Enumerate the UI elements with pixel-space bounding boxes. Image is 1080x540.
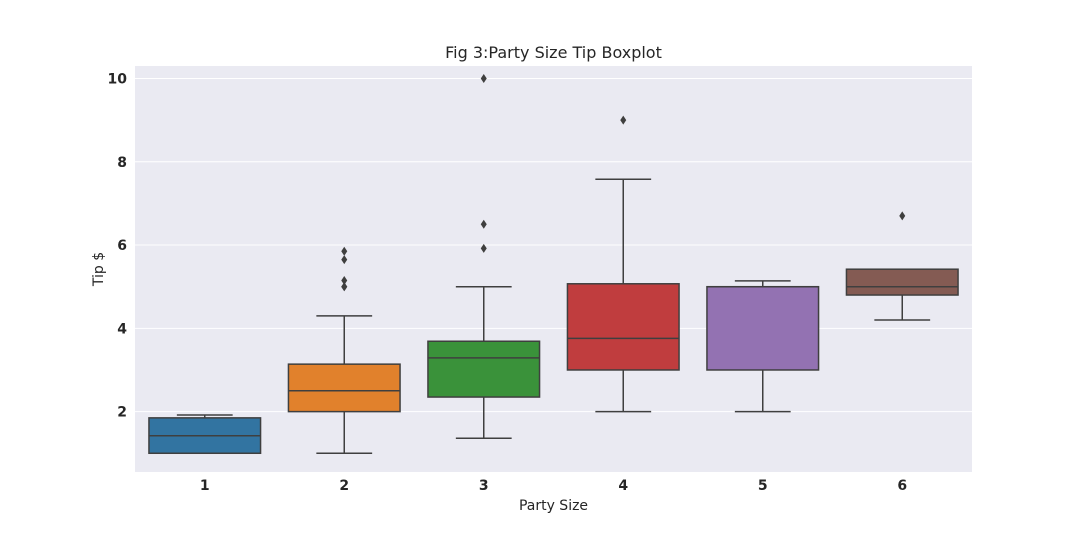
box-group-2	[287, 246, 401, 455]
outlier-point	[480, 219, 487, 229]
y-tick-label: 10	[108, 71, 128, 87]
plot-area	[135, 66, 972, 472]
x-axis-label: Party Size	[519, 498, 588, 514]
x-tick-label: 1	[200, 478, 210, 494]
x-tick-label: 5	[758, 478, 768, 494]
y-tick-label: 8	[117, 155, 127, 171]
y-tick-label: 6	[117, 238, 127, 254]
outlier-point	[620, 115, 627, 125]
x-tick-labels: 1 2 3 4 5 6	[200, 478, 907, 494]
box-group-1	[148, 414, 262, 455]
box	[845, 268, 959, 296]
chart-title: Fig 3:Party Size Tip Boxplot	[445, 43, 662, 62]
x-tick-label: 2	[339, 478, 349, 494]
outlier-point	[480, 243, 487, 253]
box-group-6	[845, 211, 959, 321]
outlier-point	[341, 282, 348, 292]
box-group-3	[427, 73, 541, 440]
box	[566, 283, 680, 371]
outlier-point	[480, 73, 487, 83]
box	[427, 340, 541, 398]
outlier-point	[341, 246, 348, 256]
x-tick-label: 6	[897, 478, 907, 494]
y-tick-label: 2	[117, 405, 127, 421]
outlier-point	[341, 275, 348, 285]
boxes	[148, 73, 959, 455]
outlier-point	[341, 255, 348, 265]
box	[287, 363, 401, 413]
outlier-point	[899, 211, 906, 221]
box-group-5	[706, 280, 820, 413]
y-tick-label: 4	[117, 321, 127, 337]
box-group-4	[566, 115, 680, 413]
grid-lines	[135, 77, 972, 413]
x-tick-label: 3	[479, 478, 489, 494]
x-tick-label: 4	[618, 478, 628, 494]
y-tick-labels: 2 4 6 8 10	[108, 71, 128, 420]
box	[706, 285, 820, 371]
y-axis-label: Tip $	[91, 252, 107, 287]
